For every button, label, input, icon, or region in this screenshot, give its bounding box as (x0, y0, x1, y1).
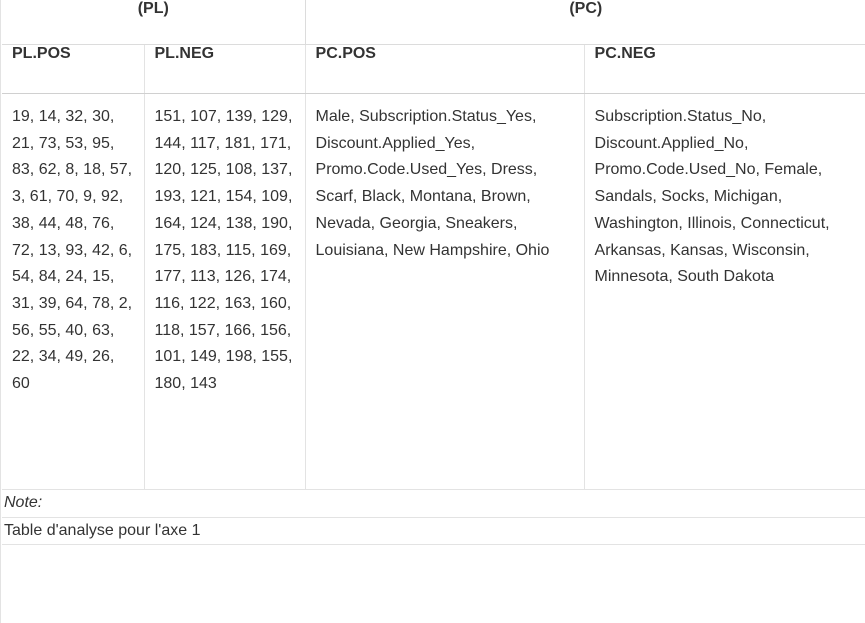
table-caption: Table d'analyse pour l'axe 1 (2, 518, 865, 545)
column-header-row: PL.POS PL.NEG PC.POS PC.NEG (2, 44, 865, 94)
cell-text: 19, 14, 32, 30, 21, 73, 53, 95, 83, 62, … (12, 108, 133, 393)
group-header-pc: (PC) (304, 0, 865, 45)
cell-text: Male, Subscription.Status_Yes, Discount.… (315, 108, 550, 259)
column-header-label: PC.POS (315, 45, 376, 62)
column-header-label: PL.POS (12, 45, 71, 62)
cell-text: Subscription.Status_No, Discount.Applied… (594, 108, 830, 286)
column-header-pc-neg: PC.NEG (583, 44, 865, 94)
cell-pc-pos: Male, Subscription.Status_Yes, Discount.… (304, 93, 585, 490)
analysis-table: (PL) (PC) PL.POS PL.NEG PC.POS PC.NEG 19… (2, 0, 865, 490)
column-header-label: PC.NEG (594, 45, 656, 62)
column-header-label: PL.NEG (154, 45, 215, 62)
group-header-row: (PL) (PC) (2, 0, 865, 45)
cell-pc-neg: Subscription.Status_No, Discount.Applied… (583, 93, 865, 490)
column-header-pc-pos: PC.POS (304, 44, 585, 94)
table-row: 19, 14, 32, 30, 21, 73, 53, 95, 83, 62, … (2, 93, 865, 490)
cell-pl-pos: 19, 14, 32, 30, 21, 73, 53, 95, 83, 62, … (2, 93, 144, 490)
group-header-pl: (PL) (2, 0, 306, 45)
column-header-pl-pos: PL.POS (2, 44, 144, 94)
column-header-pl-neg: PL.NEG (143, 44, 306, 94)
cell-text: 151, 107, 139, 129, 144, 117, 181, 171, … (154, 108, 293, 393)
table-note-label: Note: (2, 490, 865, 518)
cell-pl-neg: 151, 107, 139, 129, 144, 117, 181, 171, … (143, 93, 306, 490)
